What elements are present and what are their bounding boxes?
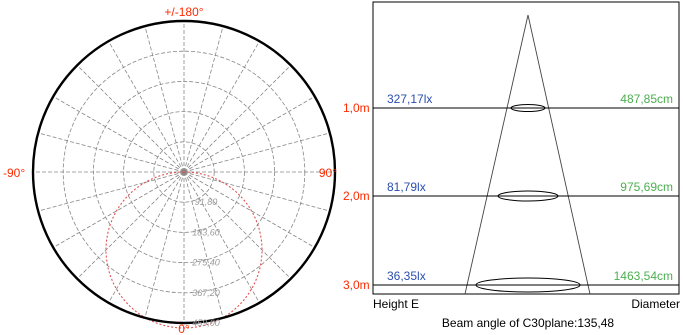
height-axis-label: Height E	[373, 297, 419, 311]
polar-spoke	[183, 171, 331, 212]
radial-labels: 91,80 183,60 275,40 367,20 459,00	[191, 197, 220, 328]
polar-spoke	[183, 96, 315, 173]
polar-spoke	[183, 41, 260, 173]
polar-spoke	[76, 64, 185, 173]
polar-spoke	[37, 171, 185, 212]
radial-value-label: 459,00	[192, 318, 220, 328]
polar-spoke	[144, 25, 185, 173]
angle-label-right: 90°	[319, 166, 337, 180]
polar-spoke	[53, 96, 185, 173]
radial-value-label: 183,60	[192, 227, 220, 237]
polar-spoke	[144, 171, 185, 319]
beam-ellipse-1m	[510, 104, 546, 112]
lux-label-3m: 36,35lx	[387, 269, 426, 283]
angle-label-top: +/-180°	[164, 5, 203, 19]
angle-label-bottom: 0°	[178, 322, 190, 335]
angle-label-left: -90°	[3, 166, 25, 180]
diameter-label-3m: 1463,54cm	[614, 269, 673, 283]
height-label-3m: 3,0m	[343, 278, 370, 292]
polar-spoke	[183, 171, 315, 248]
diameter-axis-label: Diameter	[631, 297, 680, 311]
diameter-label-1m: 487,85cm	[620, 92, 673, 106]
polar-spoke	[108, 41, 185, 173]
beam-ellipse-2m	[497, 190, 559, 202]
beam-angle-caption: Beam angle of C30plane:135,48	[442, 316, 614, 330]
radial-value-label: 91,80	[195, 197, 218, 207]
polar-spoke	[183, 171, 260, 303]
polar-spoke	[53, 171, 185, 248]
polar-spoke	[183, 64, 292, 173]
polar-spoke	[183, 132, 331, 173]
polar-spoke	[37, 132, 185, 173]
beam-ellipse-3m	[475, 277, 581, 293]
radial-value-label: 367,20	[192, 288, 220, 298]
cone-right-edge	[527, 14, 591, 295]
polar-grid	[33, 21, 335, 323]
polar-spoke	[108, 171, 185, 303]
height-label-1m: 1,0m	[343, 101, 370, 115]
polar-intensity-diagram: 91,80 183,60 275,40 367,20 459,00 +/-180° -9…	[3, 5, 337, 335]
lux-label-2m: 81,79lx	[387, 180, 426, 194]
radial-value-label: 275,40	[191, 258, 220, 268]
polar-spoke	[183, 25, 224, 173]
polar-spoke	[183, 171, 224, 319]
diameter-label-2m: 975,69cm	[620, 180, 673, 194]
cone-left-edge	[464, 14, 529, 295]
polar-spoke	[183, 171, 292, 280]
illuminance-cone-diagram: 1,0m 327,17lx 487,85cm 2,0m 81,79lx 975,…	[343, 1, 680, 330]
lux-label-1m: 327,17lx	[387, 92, 432, 106]
polar-spoke	[76, 171, 185, 280]
polar-outer-circle	[31, 19, 337, 325]
intensity-curve	[105, 171, 263, 329]
height-label-2m: 2,0m	[343, 189, 370, 203]
cone-frame	[372, 1, 680, 295]
